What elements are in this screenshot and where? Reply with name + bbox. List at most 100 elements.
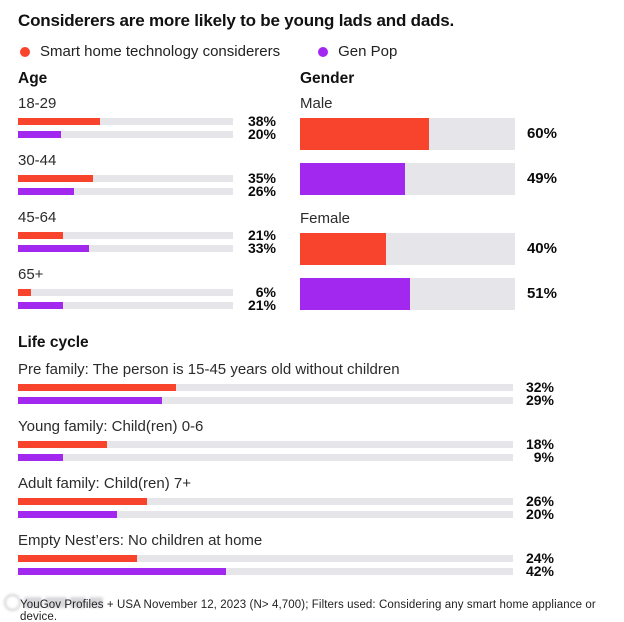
section-bars: Male 60% 49% Female 40% 51% <box>300 95 560 310</box>
legend-label: Gen Pop <box>338 43 398 60</box>
bar-track <box>18 302 233 309</box>
category-label: 45-64 <box>18 209 57 226</box>
genpop-bar <box>18 188 74 195</box>
bar-row: 21% <box>18 227 298 243</box>
considerers-bar <box>18 555 137 562</box>
genpop-bar <box>300 278 410 310</box>
watermark <box>4 590 108 615</box>
category-group: Male 60% 49% <box>300 95 560 195</box>
value-label: 20% <box>247 126 276 142</box>
bar-row: 26% <box>18 493 578 509</box>
bar-row: 38% <box>18 113 298 129</box>
genpop-bar <box>300 163 406 195</box>
value-label: 51% <box>526 285 557 302</box>
bar-track <box>18 232 233 239</box>
value-label: 18% <box>525 436 554 452</box>
genpop-bar <box>18 131 61 138</box>
category-label: Young family: Child(ren) 0-6 <box>18 418 204 435</box>
bar-row: 29% <box>18 392 578 408</box>
bar-row: 21% <box>18 297 298 313</box>
value-label: 20% <box>525 506 554 522</box>
category-label: Male <box>300 95 333 112</box>
value-label: 24% <box>525 550 554 566</box>
category-group: 18-29 38% 20% <box>18 95 298 142</box>
legend-item-considerers: Smart home technology considerers <box>20 43 280 60</box>
category-label: 30-44 <box>18 152 57 169</box>
category-group: Female 40% 51% <box>300 210 560 310</box>
section-header: Age <box>18 70 48 87</box>
considerers-bar <box>18 441 108 448</box>
category-group: Empty Nest’ers: No children at home 24% 42… <box>18 532 578 579</box>
bar-row: 51% <box>300 278 560 310</box>
source-note: YouGov Profiles + USA November 12, 2023 … <box>20 599 596 622</box>
bar-row: 18% <box>18 436 578 452</box>
bar-row: 26% <box>18 183 298 199</box>
bar-track <box>300 118 515 150</box>
bar-track <box>300 278 515 310</box>
category-group: Young family: Child(ren) 0-6 18% 9% <box>18 418 578 465</box>
bar-track <box>18 441 513 448</box>
genpop-dot-icon <box>318 46 329 57</box>
category-label: Female <box>300 210 351 227</box>
category-label: Empty Nest’ers: No children at home <box>18 532 263 549</box>
category-group: 65+ 6% 21% <box>18 266 298 313</box>
category-label: 18-29 <box>18 95 57 112</box>
value-label: 32% <box>525 379 554 395</box>
bar-row: 24% <box>18 550 578 566</box>
section-bars: Pre family: The person is 15-45 years ol… <box>18 361 578 579</box>
value-label: 33% <box>247 240 276 256</box>
bar-track <box>18 511 513 518</box>
section-gender: Gender Male 60% 49% Female 40% 51% <box>300 70 560 325</box>
considerers-bar <box>18 118 100 125</box>
legend-item-genpop: Gen Pop <box>318 43 397 60</box>
bar-track <box>18 498 513 505</box>
value-label: 21% <box>247 297 276 313</box>
bar-row: 20% <box>18 506 578 522</box>
bar-row: 40% <box>300 233 560 265</box>
considerers-bar <box>18 384 177 391</box>
value-label: 9% <box>533 449 554 465</box>
bar-row: 20% <box>18 126 298 142</box>
value-label: 35% <box>247 170 276 186</box>
bar-track <box>18 118 233 125</box>
category-label: 65+ <box>18 266 44 283</box>
value-label: 26% <box>525 493 554 509</box>
bar-track <box>18 397 513 404</box>
bar-track <box>18 454 513 461</box>
value-label: 21% <box>247 227 276 243</box>
considerers-dot-icon <box>20 46 30 57</box>
considerers-bar <box>18 232 64 239</box>
genpop-bar <box>18 454 63 461</box>
value-label: 29% <box>525 392 554 408</box>
genpop-bar <box>18 568 226 575</box>
bar-track <box>18 131 233 138</box>
value-label: 38% <box>247 113 276 129</box>
bar-track <box>18 384 513 391</box>
bar-row: 60% <box>300 118 560 150</box>
bar-track <box>18 245 233 252</box>
bar-row: 9% <box>18 449 578 465</box>
value-label: 26% <box>247 183 276 199</box>
category-label: Pre family: The person is 15-45 years ol… <box>18 361 400 378</box>
bar-track <box>18 188 233 195</box>
bar-row: 32% <box>18 379 578 395</box>
considerers-bar <box>18 498 147 505</box>
section-life-cycle: Life cycle Pre family: The person is 15-… <box>18 334 578 589</box>
considerers-bar <box>18 175 94 182</box>
bar-track <box>300 163 515 195</box>
considerers-bar <box>18 289 31 296</box>
value-label: 6% <box>255 284 276 300</box>
value-label: 40% <box>526 240 557 257</box>
section-bars: 18-29 38% 20% 30-44 35% 26% 45-64 21% 33% 65+ 6% 21… <box>18 95 298 313</box>
value-label: 42% <box>525 563 554 579</box>
bar-track <box>18 289 233 296</box>
category-group: 30-44 35% 26% <box>18 152 298 199</box>
genpop-bar <box>18 511 117 518</box>
bar-track <box>18 175 233 182</box>
category-group: Pre family: The person is 15-45 years ol… <box>18 361 578 408</box>
section-header: Gender <box>300 70 355 87</box>
genpop-bar <box>18 397 162 404</box>
considerers-bar <box>300 118 429 150</box>
legend-label: Smart home technology considerers <box>40 43 281 60</box>
